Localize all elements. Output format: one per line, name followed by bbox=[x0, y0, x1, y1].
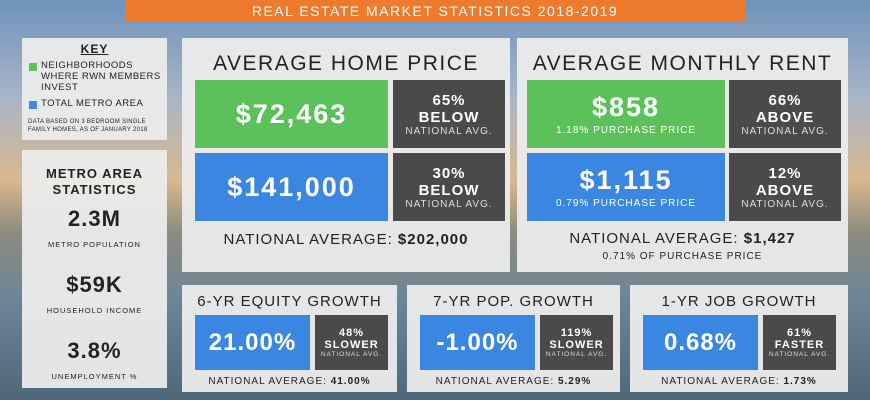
compare-dir: ABOVE bbox=[755, 108, 815, 126]
compare-box: 66% ABOVE NATIONAL AVG. bbox=[729, 80, 841, 148]
value: -1.00% bbox=[436, 328, 519, 356]
growth-panel: 1-YR JOB GROWTH 0.68% 61% FASTER NATIONAL AV… bbox=[630, 285, 848, 392]
key-title: KEY bbox=[80, 42, 109, 56]
national-average: NATIONAL AVERAGE: $1,427 bbox=[517, 230, 848, 247]
value: $1,115 bbox=[579, 165, 673, 195]
compare-dir: BELOW bbox=[418, 181, 480, 199]
panel-title: 1-YR JOB GROWTH bbox=[661, 293, 817, 310]
value-box: $858 1.18% PURCHASE PRICE bbox=[527, 80, 725, 148]
value: $858 bbox=[591, 92, 661, 122]
home-price-panel: AVERAGE HOME PRICE $72,463 65% BELOW NATIONA… bbox=[182, 38, 510, 272]
value: $141,000 bbox=[227, 171, 356, 202]
compare-dir: BELOW bbox=[418, 108, 480, 126]
national-note: 0.71% OF PURCHASE PRICE bbox=[602, 251, 763, 262]
compare-box: 65% BELOW NATIONAL AVG. bbox=[393, 80, 505, 148]
stat-value: $59K bbox=[66, 272, 123, 297]
compare-box: 119% SLOWER NATIONAL AVG. bbox=[540, 315, 613, 370]
key-label: TOTAL METRO AREA bbox=[41, 98, 144, 109]
compare-label: NATIONAL AVG. bbox=[741, 198, 829, 210]
national-label: NATIONAL AVERAGE: bbox=[208, 376, 327, 387]
compare-pct: 65% bbox=[432, 91, 466, 109]
national-value: 41.00% bbox=[330, 376, 371, 387]
compare-label: NATIONAL AVG. bbox=[545, 351, 608, 358]
compare-pct: 30% bbox=[432, 164, 466, 182]
key-swatch bbox=[29, 63, 37, 71]
compare-box: 30% BELOW NATIONAL AVG. bbox=[393, 153, 505, 221]
compare-box: 48% SLOWER NATIONAL AVG. bbox=[315, 315, 388, 370]
value: $72,463 bbox=[235, 98, 348, 129]
compare-dir: SLOWER bbox=[549, 339, 604, 351]
value-box: $72,463 bbox=[195, 80, 388, 148]
stat-label: METRO POPULATION bbox=[48, 240, 141, 249]
value-box: $1,115 0.79% PURCHASE PRICE bbox=[527, 153, 725, 221]
national-average: NATIONAL AVERAGE: 41.00% bbox=[182, 376, 397, 387]
value: 0.68% bbox=[663, 328, 738, 356]
title-banner: REAL ESTATE MARKET STATISTICS 2018-2019 bbox=[125, 0, 745, 22]
compare-dir: SLOWER bbox=[324, 339, 379, 351]
national-value: $202,000 bbox=[397, 231, 469, 248]
value-box: -1.00% bbox=[420, 315, 535, 370]
panel-title: AVERAGE HOME PRICE bbox=[213, 52, 479, 75]
stat-value: 2.3M bbox=[68, 206, 121, 231]
compare-dir: ABOVE bbox=[755, 181, 815, 199]
national-average: NATIONAL AVERAGE: 1.73% bbox=[630, 376, 848, 387]
value: 21.00% bbox=[208, 328, 297, 356]
compare-box: 61% FASTER NATIONAL AVG. bbox=[763, 315, 836, 370]
metro-title: METRO AREA STATISTICS bbox=[46, 166, 143, 197]
national-average: NATIONAL AVERAGE: 5.29% bbox=[407, 376, 620, 387]
compare-label: NATIONAL AVG. bbox=[320, 351, 383, 358]
national-value: 5.29% bbox=[557, 376, 592, 387]
key-note: DATA BASED ON 3 BEDROOM SINGLE FAMILY HO… bbox=[28, 119, 148, 133]
growth-panel: 7-YR POP. GROWTH -1.00% 119% SLOWER NATIONAL… bbox=[407, 285, 620, 392]
stat-label: HOUSEHOLD INCOME bbox=[46, 306, 143, 315]
key-panel: KEY NEIGHBORHOODS WHERE RWN MEMBERS INVES… bbox=[22, 38, 167, 140]
national-label: NATIONAL AVERAGE: bbox=[223, 231, 393, 248]
key-label: NEIGHBORHOODS WHERE RWN MEMBERS INVEST bbox=[41, 60, 161, 93]
value-box: 21.00% bbox=[195, 315, 310, 370]
compare-dir: FASTER bbox=[774, 339, 825, 351]
stat-value: 3.8% bbox=[67, 338, 122, 363]
national-label: NATIONAL AVERAGE: bbox=[661, 376, 780, 387]
compare-label: NATIONAL AVG. bbox=[741, 125, 829, 137]
national-value: 1.73% bbox=[783, 376, 817, 387]
rent-panel: AVERAGE MONTHLY RENT $858 1.18% PURCHASE P… bbox=[517, 38, 848, 272]
national-label: NATIONAL AVERAGE: bbox=[569, 230, 739, 247]
compare-pct: 119% bbox=[560, 327, 593, 339]
compare-pct: 48% bbox=[338, 327, 365, 339]
compare-label: NATIONAL AVG. bbox=[405, 125, 493, 137]
value-box: 0.68% bbox=[643, 315, 758, 370]
value-sub: 1.18% PURCHASE PRICE bbox=[555, 125, 697, 136]
metro-panel: METRO AREA STATISTICS 2.3M METRO POPULATIO… bbox=[22, 150, 167, 388]
panel-title: 6-YR EQUITY GROWTH bbox=[197, 293, 382, 310]
key-swatch bbox=[29, 101, 37, 109]
stat-label: UNEMPLOYMENT % bbox=[51, 372, 138, 381]
compare-label: NATIONAL AVG. bbox=[768, 351, 831, 358]
national-value: $1,427 bbox=[743, 230, 796, 247]
compare-box: 12% ABOVE NATIONAL AVG. bbox=[729, 153, 841, 221]
growth-panel: 6-YR EQUITY GROWTH 21.00% 48% SLOWER NATIONA… bbox=[182, 285, 397, 392]
panel-title: 7-YR POP. GROWTH bbox=[433, 293, 594, 310]
value-box: $141,000 bbox=[195, 153, 388, 221]
compare-pct: 66% bbox=[768, 91, 802, 109]
panel-title: AVERAGE MONTHLY RENT bbox=[532, 52, 833, 75]
value-sub: 0.79% PURCHASE PRICE bbox=[555, 198, 697, 209]
national-label: NATIONAL AVERAGE: bbox=[435, 376, 555, 387]
title: REAL ESTATE MARKET STATISTICS 2018-2019 bbox=[251, 3, 619, 19]
compare-label: NATIONAL AVG. bbox=[405, 198, 493, 210]
compare-pct: 61% bbox=[786, 327, 813, 339]
compare-pct: 12% bbox=[768, 164, 802, 182]
national-average: NATIONAL AVERAGE: $202,000 bbox=[182, 231, 510, 248]
